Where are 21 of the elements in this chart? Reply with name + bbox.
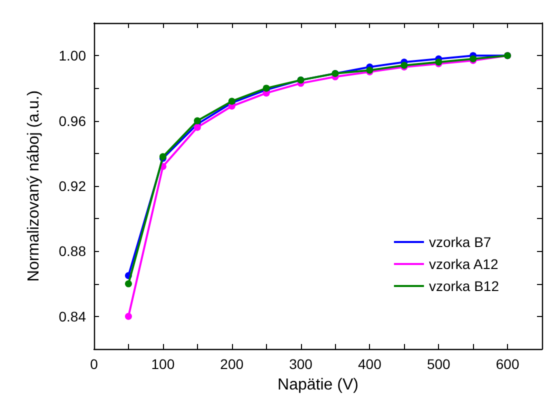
x-tick-label: 100 bbox=[151, 356, 175, 372]
point bbox=[194, 124, 201, 131]
x-axis-title: Napätie (V) bbox=[278, 376, 358, 394]
point bbox=[194, 117, 201, 124]
y-axis-title: Normalizovaný náboj (a.u.) bbox=[26, 90, 42, 282]
x-tick-label: 0 bbox=[90, 356, 98, 372]
y-tick-label: 0.88 bbox=[58, 243, 86, 260]
y-tick-label: 0.96 bbox=[58, 112, 86, 129]
x-tick-label: 600 bbox=[496, 356, 520, 372]
y-tick-label: 0.92 bbox=[58, 178, 86, 194]
legend-label: vzorka B12 bbox=[428, 278, 500, 294]
point bbox=[124, 280, 132, 288]
y-tick-label: 0.84 bbox=[58, 308, 86, 324]
legend-label: vzorka B7 bbox=[428, 234, 492, 250]
x-tick-label: 500 bbox=[426, 356, 451, 372]
x-tick-label: 400 bbox=[358, 356, 382, 372]
y-tick-label: 1.00 bbox=[58, 48, 86, 64]
point bbox=[124, 312, 132, 320]
legend-label: vzorka A12 bbox=[428, 256, 498, 272]
x-tick-label: 200 bbox=[220, 356, 244, 372]
x-tick-label: 300 bbox=[289, 356, 313, 372]
